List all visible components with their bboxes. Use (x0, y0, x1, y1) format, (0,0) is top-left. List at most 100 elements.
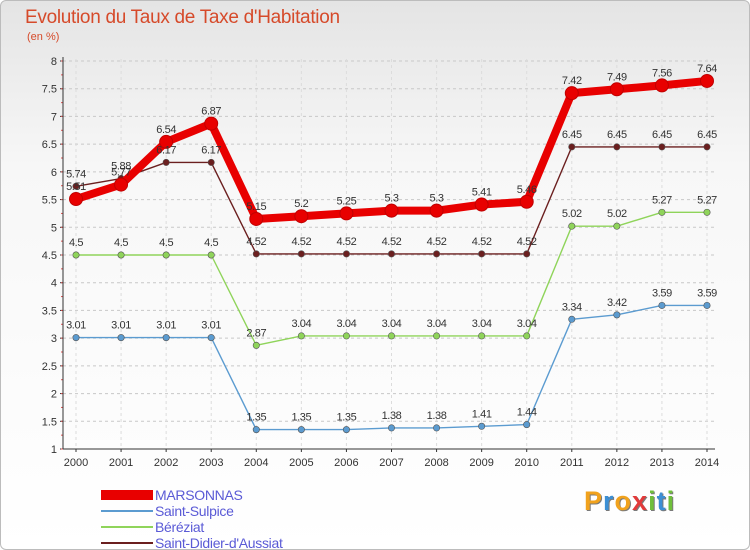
data-label: 3.01 (111, 320, 131, 332)
data-label: 7.56 (652, 67, 672, 79)
data-point (297, 332, 305, 340)
y-tick-label: 4.5 (42, 250, 57, 262)
data-label: 3.42 (607, 297, 627, 309)
data-point (523, 332, 531, 340)
data-label: 5.02 (607, 208, 627, 220)
legend-label-marsonnas: MARSONNAS (155, 487, 243, 503)
logo-letter: x (632, 486, 649, 516)
data-label: 5.02 (562, 208, 582, 220)
data-label: 5.15 (246, 201, 266, 213)
x-tick-label: 2004 (244, 457, 268, 469)
data-label: 3.04 (427, 318, 447, 330)
data-point (342, 426, 350, 434)
x-tick-label: 2013 (650, 457, 674, 469)
data-label: 5.27 (697, 194, 717, 206)
data-point (342, 332, 350, 340)
data-label: 4.52 (291, 236, 311, 248)
data-label: 1.35 (291, 412, 311, 424)
data-point (433, 424, 441, 432)
y-tick-label: 2 (51, 389, 57, 401)
x-tick-label: 2000 (64, 457, 88, 469)
data-point (478, 422, 486, 430)
data-label: 1.35 (246, 412, 266, 424)
data-label: 6.45 (562, 129, 582, 141)
data-label: 4.52 (517, 236, 537, 248)
data-point (72, 334, 80, 342)
data-label: 4.5 (114, 237, 128, 249)
x-tick-label: 2007 (379, 457, 403, 469)
data-point (207, 158, 215, 166)
data-label: 5.2 (294, 198, 308, 210)
data-point (658, 301, 666, 309)
data-point (249, 211, 264, 226)
data-label: 3.01 (156, 320, 176, 332)
data-label: 5.3 (384, 193, 398, 205)
data-label: 6.45 (652, 129, 672, 141)
data-label: 5.25 (337, 195, 357, 207)
logo-letter: P (584, 486, 604, 516)
data-point (519, 194, 534, 209)
data-point (387, 332, 395, 340)
legend-item-marsonnas: MARSONNAS (101, 487, 283, 503)
data-label: 3.01 (66, 320, 86, 332)
data-point (207, 334, 215, 342)
data-label: 1.38 (382, 410, 402, 422)
data-point (568, 222, 576, 230)
data-label: 2.87 (246, 327, 266, 339)
data-point (613, 222, 621, 230)
x-tick-label: 2006 (334, 457, 358, 469)
data-point (613, 143, 621, 151)
data-point (658, 208, 666, 216)
y-tick-label: 7.5 (42, 84, 57, 96)
data-label: 6.45 (607, 129, 627, 141)
y-tick-label: 6.5 (42, 139, 57, 151)
data-label: 4.52 (427, 236, 447, 248)
data-label: 4.5 (69, 237, 83, 249)
data-label: 1.44 (517, 407, 537, 419)
y-tick-label: 8 (51, 56, 57, 68)
logo-letter: o (614, 486, 633, 516)
data-point (387, 424, 395, 432)
data-label: 7.42 (562, 75, 582, 87)
data-point (433, 250, 441, 258)
data-label: 5.3 (430, 193, 444, 205)
x-tick-label: 2012 (605, 457, 629, 469)
y-tick-label: 3.5 (42, 305, 57, 317)
data-point (700, 73, 714, 88)
data-label: 6.87 (201, 106, 221, 118)
data-label: 4.52 (382, 236, 402, 248)
data-label: 7.64 (697, 63, 717, 75)
data-point (703, 208, 711, 216)
logo-letter: r (603, 486, 615, 516)
data-point (252, 426, 260, 434)
data-point (159, 134, 174, 149)
data-point (478, 332, 486, 340)
y-tick-label: 5 (51, 222, 57, 234)
data-point (252, 250, 260, 258)
data-label: 1.35 (337, 412, 357, 424)
data-label: 3.01 (201, 320, 221, 332)
data-point (117, 334, 125, 342)
x-tick-label: 2001 (109, 457, 133, 469)
chart-title: Evolution du Taux de Taxe d'Habitation (25, 7, 340, 28)
data-label: 4.52 (337, 236, 357, 248)
legend-swatch-marsonnas (101, 490, 153, 500)
x-tick-label: 2003 (199, 457, 223, 469)
data-point (162, 334, 170, 342)
data-label: 6.17 (201, 144, 221, 156)
legend-label-bereziat: Béréziat (155, 519, 204, 535)
logo-letter: i (648, 486, 657, 516)
data-point (207, 251, 215, 259)
data-label: 5.27 (652, 194, 672, 206)
data-point (568, 315, 576, 323)
data-point (72, 251, 80, 259)
data-label: 3.04 (382, 318, 402, 330)
data-point (252, 341, 260, 349)
data-label: 3.34 (562, 301, 582, 313)
data-point (339, 206, 354, 221)
x-tick-label: 2008 (424, 457, 448, 469)
data-point (613, 311, 621, 319)
data-point (342, 250, 350, 258)
data-label: 1.38 (427, 410, 447, 422)
data-point (69, 192, 83, 207)
